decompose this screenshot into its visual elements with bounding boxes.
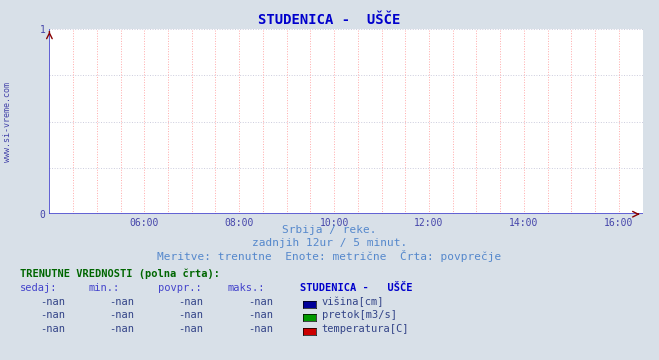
Text: -nan: -nan [40, 297, 65, 307]
Text: Meritve: trenutne  Enote: metrične  Črta: povprečje: Meritve: trenutne Enote: metrične Črta: … [158, 250, 501, 262]
Text: -nan: -nan [179, 310, 204, 320]
Text: -nan: -nan [109, 310, 134, 320]
Text: -nan: -nan [40, 324, 65, 334]
Text: sedaj:: sedaj: [20, 283, 57, 293]
Text: -nan: -nan [248, 297, 273, 307]
Text: -nan: -nan [109, 297, 134, 307]
Text: maks.:: maks.: [227, 283, 265, 293]
Text: min.:: min.: [89, 283, 120, 293]
Text: povpr.:: povpr.: [158, 283, 202, 293]
Text: -nan: -nan [40, 310, 65, 320]
Text: Srbija / reke.: Srbija / reke. [282, 225, 377, 235]
Text: -nan: -nan [248, 310, 273, 320]
Text: TRENUTNE VREDNOSTI (polna črta):: TRENUTNE VREDNOSTI (polna črta): [20, 268, 219, 279]
Text: STUDENICA -  UŠČE: STUDENICA - UŠČE [258, 13, 401, 27]
Text: -nan: -nan [109, 324, 134, 334]
Text: -nan: -nan [248, 324, 273, 334]
Text: pretok[m3/s]: pretok[m3/s] [322, 310, 397, 320]
Text: -nan: -nan [179, 324, 204, 334]
Text: -nan: -nan [179, 297, 204, 307]
Text: višina[cm]: višina[cm] [322, 297, 384, 307]
Text: temperatura[C]: temperatura[C] [322, 324, 409, 334]
Text: zadnjih 12ur / 5 minut.: zadnjih 12ur / 5 minut. [252, 238, 407, 248]
Text: www.si-vreme.com: www.si-vreme.com [3, 82, 13, 162]
Text: STUDENICA -   UŠČE: STUDENICA - UŠČE [300, 283, 413, 293]
